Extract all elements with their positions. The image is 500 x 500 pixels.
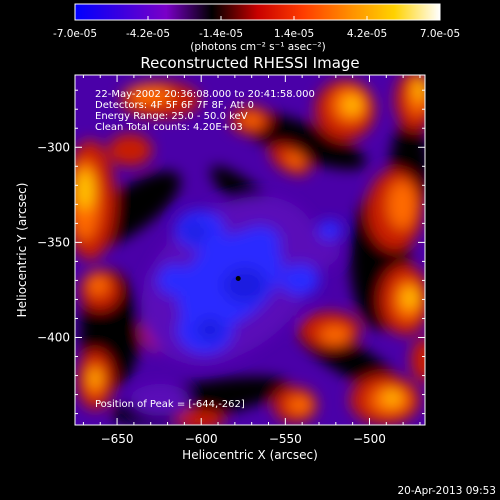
- y-axis-ticks: −300 −350 −400: [37, 89, 425, 415]
- heatmap-blob: [415, 80, 425, 100]
- x-tick-label: −650: [101, 432, 134, 446]
- peak-marker: [235, 276, 241, 282]
- heatmap-blob: [88, 275, 108, 295]
- heatmap-blob: [280, 264, 320, 296]
- heatmap-blob: [183, 222, 207, 242]
- annotation-detectors: Detectors: 4F 5F 6F 7F 8F, Att 0: [95, 100, 254, 111]
- annotation-time-range: 22-May-2002 20:36:08.000 to 20:41:58.000: [95, 89, 315, 100]
- chart-title: Reconstructed RHESSI Image: [140, 54, 359, 72]
- heatmap-blob: [280, 230, 340, 270]
- heatmap-blob: [91, 370, 99, 386]
- colorbar-tick-label: -1.4e-05: [199, 28, 243, 40]
- y-axis-label: Heliocentric Y (arcsec): [15, 183, 29, 318]
- heatmap-blob: [388, 181, 416, 229]
- heatmap-blob: [384, 392, 400, 404]
- heatmap-blob: [108, 134, 152, 166]
- colorbar-tick-label: 4.2e-05: [347, 28, 387, 40]
- y-tick-label: −350: [37, 235, 70, 249]
- colorbar-tick-label: 1.4e-05: [274, 28, 314, 40]
- heatmap-blob: [344, 97, 360, 113]
- colorbar-tick-label: -7.0e-05: [53, 28, 97, 40]
- heatmap-blob: [320, 326, 350, 344]
- colorbar: [74, 3, 441, 21]
- x-tick-label: −500: [353, 432, 386, 446]
- heatmap-blob: [242, 113, 262, 127]
- heatmap-blob: [77, 170, 93, 210]
- heatmap-blob: [196, 318, 224, 342]
- y-tick-label: −400: [37, 331, 70, 345]
- heatmap-blob: [403, 288, 417, 308]
- heatmap-blob: [223, 267, 267, 303]
- heatmap-blob: [176, 410, 224, 425]
- heatmap-blob: [130, 384, 190, 416]
- x-axis-ticks: −650 −600 −550 −500: [82, 75, 421, 446]
- x-tick-label: −550: [269, 432, 302, 446]
- colorbar-ticks: -7.0e-05 -4.2e-05 -1.4e-05 1.4e-05 4.2e-05 7.…: [53, 16, 460, 40]
- heatmap-blob: [157, 264, 193, 296]
- footer-timestamp: 20-Apr-2013 09:53: [397, 485, 496, 497]
- heatmap-blob: [288, 396, 312, 414]
- heatmap-blob: [240, 226, 280, 254]
- y-tick-label: −300: [37, 140, 70, 154]
- plot-frame: [74, 74, 426, 426]
- x-axis-label: Heliocentric X (arcsec): [182, 448, 318, 462]
- marker-dot: [235, 276, 241, 282]
- annotation-energy-range: Energy Range: 25.0 - 50.0 keV: [95, 111, 248, 122]
- heatmap-blob: [128, 85, 172, 105]
- colorbar-tick-label: -4.2e-05: [126, 28, 170, 40]
- peak-position-label: Position of Peak = [-644,-262]: [95, 399, 245, 410]
- heatmap-blob: [411, 338, 425, 382]
- annotation-clean-counts: Clean Total counts: 4.20E+03: [95, 122, 243, 133]
- heatmap-image: [75, 75, 425, 425]
- colorbar-unit-label: (photons cm⁻² s⁻¹ asec⁻²): [190, 41, 325, 53]
- heatmap-blob: [285, 152, 305, 168]
- x-tick-label: −600: [185, 432, 218, 446]
- colorbar-tick-label: 7.0e-05: [420, 28, 460, 40]
- heatmap-blob: [318, 220, 342, 240]
